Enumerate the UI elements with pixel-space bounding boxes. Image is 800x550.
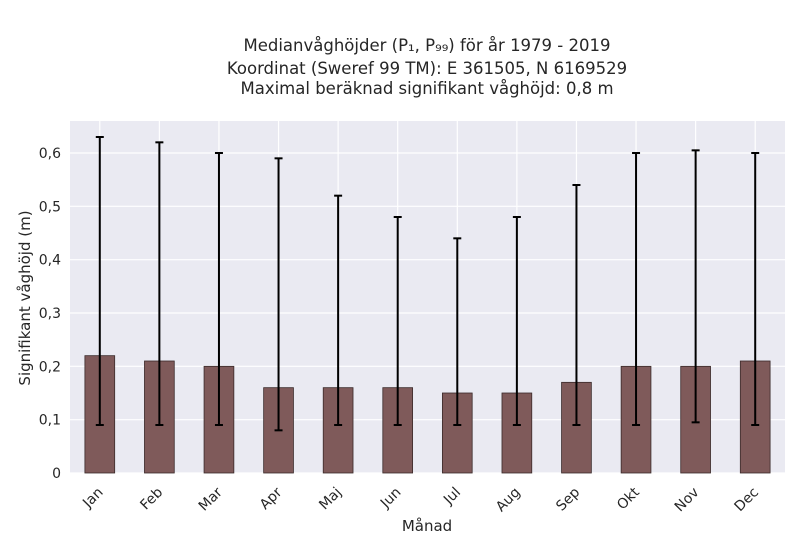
error-bars <box>95 136 760 432</box>
x-tick-label: Jul <box>440 485 464 509</box>
x-axis-label: Månad <box>402 517 452 535</box>
x-tick-label: Maj <box>316 485 345 514</box>
plot-area <box>70 121 785 473</box>
x-tick-label: Okt <box>614 484 643 513</box>
x-tick-label: Mar <box>196 484 226 514</box>
title-line-3: Maximal beräknad signifikant våghöjd: 0,… <box>240 79 613 98</box>
bar <box>561 381 592 474</box>
x-tick-label: Jan <box>79 485 106 512</box>
y-tick-label: 0 <box>52 466 61 482</box>
y-tick-label: 0,6 <box>39 146 61 162</box>
x-axis-ticks: Jan Feb Mar Apr Maj Jun Jul Aug Sep Okt Nov Dec <box>79 484 762 515</box>
x-tick-label: Dec <box>732 485 762 515</box>
x-tick-label: Jun <box>377 485 404 512</box>
y-tick-label: 0,2 <box>39 359 61 375</box>
y-tick-label: 0,4 <box>39 253 61 269</box>
y-tick-label: 0,1 <box>39 413 61 429</box>
y-axis-ticks: 0 0,1 0,2 0,3 0,4 0,5 0,6 <box>39 146 61 482</box>
title-line-2: Koordinat (Sweref 99 TM): E 361505, N 61… <box>227 59 627 78</box>
chart-title: Medianvåghöjder (P₁, P₉₉) för år 1979 - … <box>227 36 627 98</box>
title-line-1: Medianvåghöjder (P₁, P₉₉) för år 1979 - … <box>243 36 610 55</box>
x-tick-label: Feb <box>137 484 166 513</box>
y-tick-label: 0,5 <box>39 199 61 215</box>
y-tick-label: 0,3 <box>39 306 61 322</box>
x-tick-label: Nov <box>672 485 703 516</box>
x-tick-label: Apr <box>257 484 286 513</box>
y-axis-label: Signifikant våghöjd (m) <box>16 210 34 385</box>
x-tick-label: Aug <box>493 485 524 516</box>
x-tick-label: Sep <box>553 484 583 514</box>
